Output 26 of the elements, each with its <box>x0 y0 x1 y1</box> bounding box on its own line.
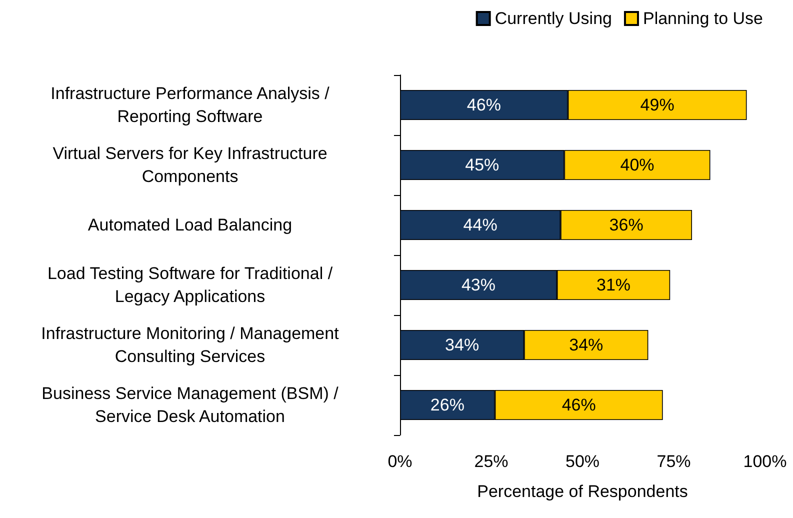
data-label: 46% <box>466 96 501 114</box>
x-tick-label: 75% <box>656 452 691 471</box>
data-label: 36% <box>609 216 644 234</box>
x-tick-label: 25% <box>474 452 508 471</box>
x-tick-label: 50% <box>565 452 600 471</box>
data-label: 46% <box>562 396 596 414</box>
y-tick-label: Load Testing Software for Traditional / Legacy Applications <box>47 264 333 306</box>
data-label: 34% <box>445 336 480 354</box>
data-label: 40% <box>620 156 654 174</box>
legend-label: Planning to Use <box>642 9 764 28</box>
y-tick-label: Business Service Management (BSM) / Service Desk Automation <box>42 384 339 426</box>
y-tick-label: Infrastructure Monitoring / Management Consulting Services <box>41 324 340 366</box>
legend-label: Currently Using <box>494 9 612 28</box>
data-label: 43% <box>461 276 496 294</box>
data-label: 49% <box>640 96 674 114</box>
x-axis-title: Percentage of Respondents <box>477 482 688 501</box>
y-tick-label: Automated Load Balancing <box>88 216 292 234</box>
x-tick-label: 100% <box>743 452 787 471</box>
data-label: 26% <box>430 396 464 414</box>
x-tick-label: 0% <box>388 452 412 471</box>
y-tick-label: Virtual Servers for Key Infrastructure Components <box>52 144 328 186</box>
data-label: 34% <box>569 336 604 354</box>
y-tick-label: Infrastructure Performance Analysis / Reporting Software <box>50 84 330 126</box>
data-label: 45% <box>465 156 500 174</box>
data-label: 31% <box>596 276 631 294</box>
data-label: 44% <box>463 216 498 234</box>
